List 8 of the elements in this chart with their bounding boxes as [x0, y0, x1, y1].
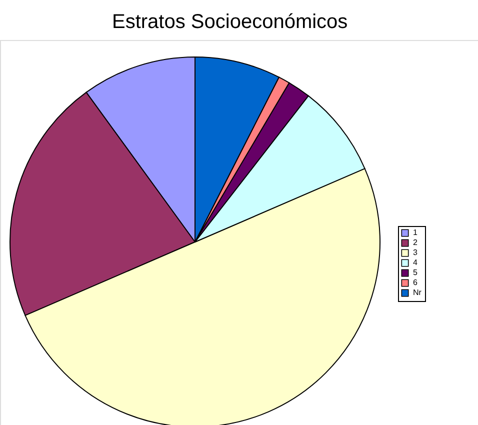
legend-label: 2	[413, 238, 418, 247]
legend-label: 6	[413, 278, 418, 287]
legend-label: 5	[413, 268, 418, 277]
chart-title: Estratos Socioeconómicos	[112, 11, 348, 33]
legend-label: 1	[413, 228, 418, 237]
legend-label: 4	[413, 258, 418, 267]
legend-label: 3	[413, 248, 418, 257]
legend-label: Nr	[413, 288, 422, 297]
